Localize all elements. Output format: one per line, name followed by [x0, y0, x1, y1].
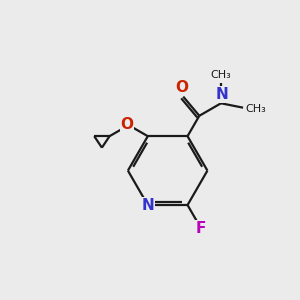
Text: F: F	[196, 221, 206, 236]
Text: CH₃: CH₃	[211, 70, 231, 80]
Text: O: O	[175, 80, 188, 95]
Text: O: O	[121, 117, 134, 132]
Text: N: N	[216, 87, 229, 102]
Text: N: N	[141, 197, 154, 212]
Text: CH₃: CH₃	[245, 104, 266, 114]
